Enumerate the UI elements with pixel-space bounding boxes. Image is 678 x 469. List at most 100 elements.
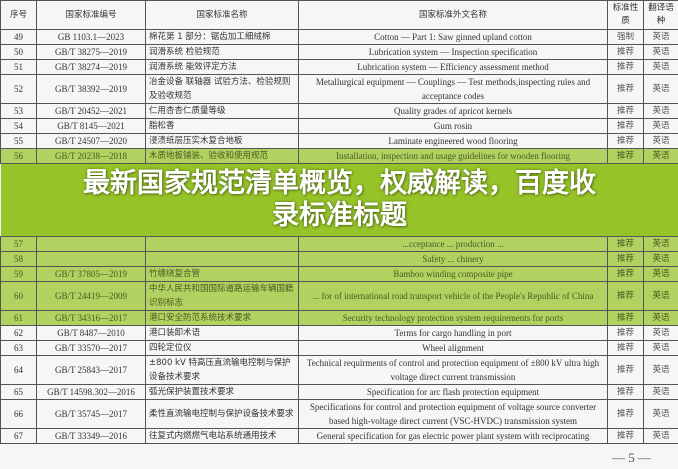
- standard-nature: 推荐: [608, 119, 644, 134]
- translation-language: 英语: [644, 282, 678, 311]
- standard-nature: 推荐: [608, 149, 644, 164]
- standard-en-name: Metallurgical equipment — Couplings — Te…: [299, 75, 608, 104]
- translation-language: 英语: [644, 341, 678, 356]
- standard-nature: 推荐: [608, 341, 644, 356]
- standard-en-name: Lubrication system — Inspection specific…: [299, 45, 608, 60]
- standard-nature: 推荐: [608, 326, 644, 341]
- standard-code: GB/T 38274—2019: [37, 60, 146, 75]
- standard-code: GB/T 35745—2017: [37, 400, 146, 429]
- header-cn-name: 国家标准名称: [146, 1, 299, 30]
- standard-cn-name: 脂松香: [146, 119, 299, 134]
- row-number: 61: [1, 311, 37, 326]
- standard-en-name: ... for of international road transport …: [299, 282, 608, 311]
- standard-nature: 推荐: [608, 75, 644, 104]
- standard-nature: 推荐: [608, 429, 644, 444]
- translation-language: 英语: [644, 75, 678, 104]
- standard-en-name: Terms for cargo handling in port: [299, 326, 608, 341]
- standard-nature: 推荐: [608, 385, 644, 400]
- standard-cn-name: [146, 252, 299, 267]
- translation-language: 英语: [644, 119, 678, 134]
- translation-language: 英语: [644, 311, 678, 326]
- standard-en-name: Wheel alignment: [299, 341, 608, 356]
- standard-cn-name: 润滑系统 能效评定方法: [146, 60, 299, 75]
- translation-language: 英语: [644, 237, 678, 252]
- standard-cn-name: 木质地板铺装、验收和使用规范: [146, 149, 299, 164]
- standard-cn-name: 润滑系统 检验规范: [146, 45, 299, 60]
- translation-language: 英语: [644, 45, 678, 60]
- standard-en-name: Quality grades of apricot kernels: [299, 104, 608, 119]
- standard-cn-name: 港口安全防范系统技术要求: [146, 311, 299, 326]
- standard-nature: 推荐: [608, 237, 644, 252]
- standard-cn-name: 柔性直流输电控制与保护设备技术要求: [146, 400, 299, 429]
- standard-code: GB/T 37805—2019: [37, 267, 146, 282]
- standard-nature: 推荐: [608, 267, 644, 282]
- standard-cn-name: 竹缠绕复合管: [146, 267, 299, 282]
- translation-language: 英语: [644, 60, 678, 75]
- row-number: 63: [1, 341, 37, 356]
- standard-nature: 推荐: [608, 311, 644, 326]
- standard-nature: 推荐: [608, 104, 644, 119]
- page-footer: — 5 —: [0, 444, 678, 469]
- overlay-title-line-2: 录标准标题: [1, 200, 678, 232]
- standard-code: GB/T 34316—2017: [37, 311, 146, 326]
- overlay-title: 最新国家规范清单概览，权威解读，百度收录标准标题: [1, 168, 678, 232]
- standard-code: GB/T 20238—2018: [37, 149, 146, 164]
- standard-en-name: Installation, inspection and usage guide…: [299, 149, 608, 164]
- row-number: 54: [1, 119, 37, 134]
- translation-language: 英语: [644, 30, 678, 45]
- row-number: 58: [1, 252, 37, 267]
- table-row: 57 ...cceptance ... production ...推荐英语: [1, 237, 678, 252]
- title-overlay-band: 最新国家规范清单概览，权威解读，百度收录标准标题: [1, 164, 678, 237]
- standard-code: GB/T 38392—2019: [37, 75, 146, 104]
- row-number: 64: [1, 356, 37, 385]
- standard-cn-name: 冶金设备 联轴器 试验方法、检验规则及验收规范: [146, 75, 299, 104]
- standard-code: GB/T 20452—2021: [37, 104, 146, 119]
- standard-code: GB 1103.1—2023: [37, 30, 146, 45]
- standard-nature: 推荐: [608, 252, 644, 267]
- standard-nature: 推荐: [608, 400, 644, 429]
- standard-en-name: Specifications for control and protectio…: [299, 400, 608, 429]
- standard-en-name: Specification for arc flash protection e…: [299, 385, 608, 400]
- row-number: 53: [1, 104, 37, 119]
- standard-code: GB/T 24507—2020: [37, 134, 146, 149]
- standard-cn-name: 中华人民共和国国际道路运输车辆国籍识别标志: [146, 282, 299, 311]
- standard-en-name: ...cceptance ... production ...: [299, 237, 608, 252]
- standard-cn-name: 浸渍纸层压实木复合地板: [146, 134, 299, 149]
- standard-en-name: Bamboo winding composite pipe: [299, 267, 608, 282]
- standard-code: GB/T 24419—2009: [37, 282, 146, 311]
- standard-cn-name: 仁用杏杏仁质量等级: [146, 104, 299, 119]
- standard-en-name: Safety ... chinery: [299, 252, 608, 267]
- standard-en-name: Cotton — Part 1: Saw ginned upland cotto…: [299, 30, 608, 45]
- row-number: 55: [1, 134, 37, 149]
- table-header-row: 序号 国家标准编号 国家标准名称 国家标准外文名称 标准性质 翻译语种: [1, 1, 678, 30]
- standard-cn-name: 弧光保护装置技术要求: [146, 385, 299, 400]
- standard-en-name: Technical requirments of control and pro…: [299, 356, 608, 385]
- row-number: 56: [1, 149, 37, 164]
- standard-nature: 推荐: [608, 60, 644, 75]
- translation-language: 英语: [644, 356, 678, 385]
- standard-code: [37, 252, 146, 267]
- translation-language: 英语: [644, 267, 678, 282]
- standard-cn-name: 四轮定位仪: [146, 341, 299, 356]
- row-number: 67: [1, 429, 37, 444]
- row-number: 62: [1, 326, 37, 341]
- row-number: 57: [1, 237, 37, 252]
- header-en-name: 国家标准外文名称: [299, 1, 608, 30]
- translation-language: 英语: [644, 149, 678, 164]
- standard-en-name: Gum rosin: [299, 119, 608, 134]
- translation-language: 英语: [644, 326, 678, 341]
- standard-en-name: Laminate engineered wood flooring: [299, 134, 608, 149]
- page-number: — 5 —: [612, 450, 651, 466]
- title-band-cell: 最新国家规范清单概览，权威解读，百度收录标准标题: [1, 164, 678, 237]
